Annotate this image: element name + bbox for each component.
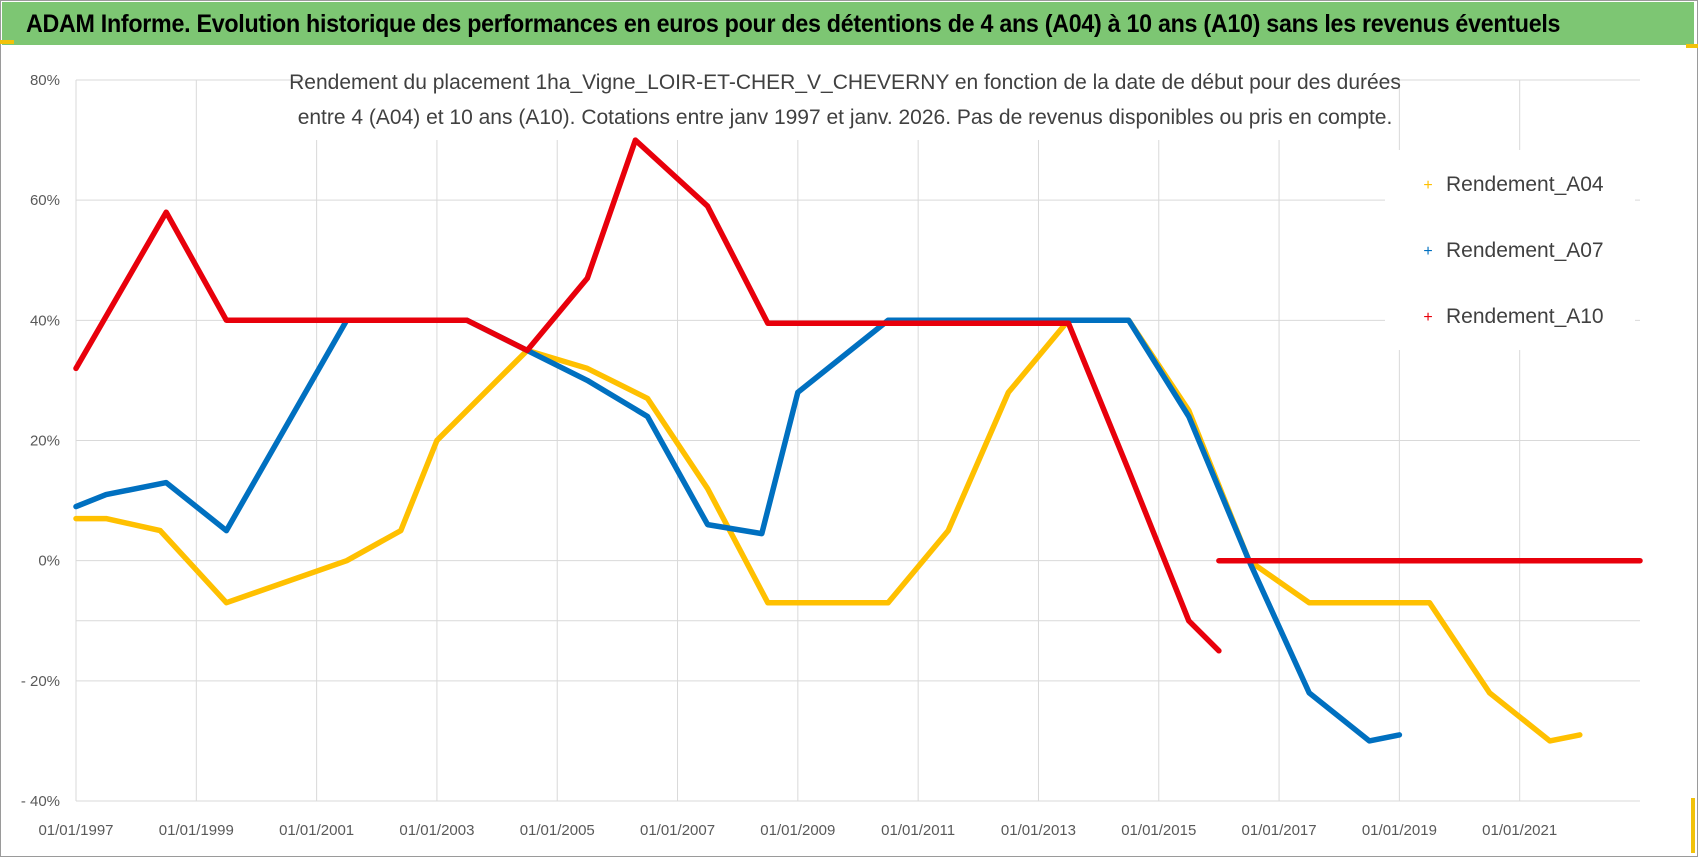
series-line-rendement-a10	[73, 137, 1222, 654]
title-backdrop	[305, 68, 1385, 140]
x-tick-label: 01/01/2019	[1362, 822, 1437, 839]
x-tick-label: 01/01/2011	[881, 822, 955, 839]
legend-label-a07: Rendement_A07	[1446, 239, 1604, 262]
x-tick-label: 01/01/2017	[1242, 822, 1317, 839]
y-tick-label: 80%	[30, 72, 60, 89]
series-group	[73, 137, 1643, 744]
x-tick-label: 01/01/2001	[279, 822, 354, 839]
corner-mark-top-left	[0, 40, 14, 44]
header-banner: ADAM Informe. Evolution historique des p…	[2, 2, 1694, 45]
x-tick-label: 01/01/2015	[1121, 822, 1196, 839]
series-line-rendement-a07	[73, 317, 1403, 744]
page-title: ADAM Informe. Evolution historique des p…	[26, 10, 1561, 38]
series-line-rendement-a04	[73, 317, 1583, 744]
x-tick-label: 01/01/2021	[1482, 822, 1557, 839]
x-tick-label: 01/01/2003	[399, 822, 474, 839]
y-tick-label: 60%	[30, 192, 60, 209]
y-tick-label: 20%	[30, 433, 60, 450]
x-tick-label: 01/01/2009	[760, 822, 835, 839]
legend-item-a07[interactable]: + Rendement_A07	[1423, 239, 1603, 262]
chart-title-line-1: Rendement du placement 1ha_Vigne_LOIR-ET…	[289, 71, 1401, 94]
x-axis-ticks: 01/01/1997 01/01/1999 01/01/2001 01/01/2003…	[38, 822, 1557, 839]
y-tick-label: - 20%	[21, 673, 60, 690]
x-tick-label: 01/01/2013	[1001, 822, 1076, 839]
chart-title-line-2: entre 4 (A04) et 10 ans (A10). Cotations…	[298, 106, 1393, 129]
y-tick-label: 0%	[38, 553, 60, 570]
x-tick-label: 01/01/2007	[640, 822, 715, 839]
y-tick-label: - 40%	[21, 793, 60, 810]
y-axis-ticks: 80% 60% 40% 20% 0% - 20% - 40%	[21, 72, 60, 810]
x-tick-label: 01/01/2005	[520, 822, 595, 839]
legend-label-a04: Rendement_A04	[1446, 173, 1604, 196]
x-tick-label: 01/01/1997	[38, 822, 113, 839]
x-tick-label: 01/01/1999	[159, 822, 234, 839]
legend-item-a10[interactable]: + Rendement_A10	[1423, 305, 1603, 328]
legend-label-a10: Rendement_A10	[1446, 305, 1604, 328]
legend-marker-a07: +	[1423, 243, 1432, 260]
legend-marker-a04: +	[1423, 177, 1432, 194]
corner-mark-top-right	[1686, 44, 1698, 48]
legend-marker-a10: +	[1423, 309, 1432, 326]
legend-box	[1385, 150, 1635, 350]
grid-lines	[75, 79, 1640, 802]
legend-item-a04[interactable]: + Rendement_A04	[1423, 173, 1604, 196]
corner-mark-bottom-right	[1691, 798, 1695, 853]
y-tick-label: 40%	[30, 312, 60, 329]
